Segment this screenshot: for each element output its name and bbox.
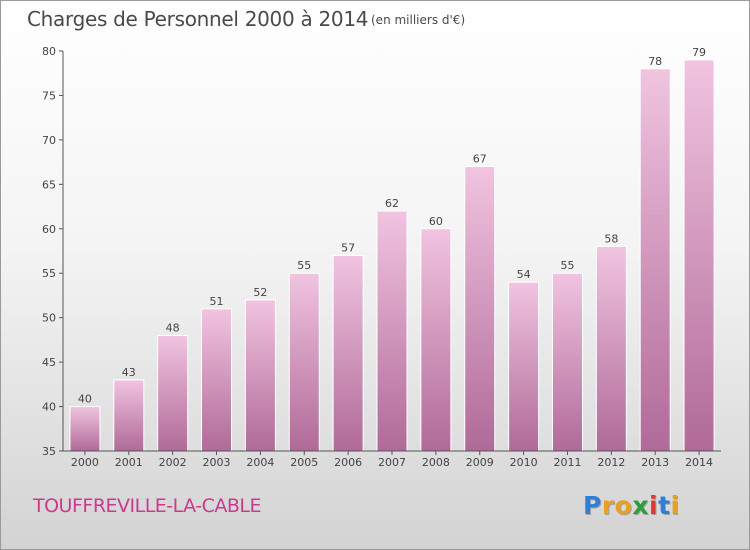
- value-label-2007: 62: [385, 197, 399, 210]
- x-tick-label-2009: 2009: [466, 456, 494, 469]
- bar-2010: [508, 281, 540, 452]
- axes-group: [59, 50, 721, 455]
- logo-letter: i: [670, 491, 680, 520]
- bar-2003: [201, 308, 233, 452]
- value-label-2013: 78: [648, 55, 662, 68]
- y-tick-label-55: 55: [42, 267, 56, 280]
- x-tick-label-2013: 2013: [641, 456, 669, 469]
- proxiti-logo[interactable]: Proxiti: [583, 491, 680, 520]
- logo-letter: r: [601, 491, 615, 520]
- y-tick-label-70: 70: [42, 134, 56, 147]
- value-label-2006: 57: [341, 241, 355, 254]
- x-tick-label-2002: 2002: [159, 456, 187, 469]
- bar-2013: [639, 68, 671, 452]
- bar-2008: [420, 228, 452, 452]
- bars-group: [69, 59, 715, 452]
- value-label-2002: 48: [166, 321, 180, 334]
- logo-letter: P: [583, 491, 602, 520]
- value-label-2004: 52: [253, 286, 267, 299]
- y-tick-label-80: 80: [42, 45, 56, 58]
- bar-2012: [595, 246, 627, 452]
- value-label-2012: 58: [604, 233, 618, 246]
- chart-title: Charges de Personnel 2000 à 2014: [27, 7, 369, 31]
- x-tick-label-2004: 2004: [246, 456, 274, 469]
- value-label-2008: 60: [429, 215, 443, 228]
- value-label-2003: 51: [210, 295, 224, 308]
- x-tick-label-2008: 2008: [422, 456, 450, 469]
- y-tick-label-50: 50: [42, 312, 56, 325]
- value-label-2001: 43: [122, 366, 136, 379]
- x-tick-label-2012: 2012: [597, 456, 625, 469]
- bar-2004: [244, 299, 276, 452]
- x-tick-label-2011: 2011: [553, 456, 581, 469]
- bar-2014: [683, 59, 715, 452]
- value-label-2000: 40: [78, 393, 92, 406]
- bar-2000: [69, 406, 101, 452]
- bar-2006: [332, 254, 364, 452]
- value-label-2014: 79: [692, 46, 706, 59]
- y-tick-label-45: 45: [42, 356, 56, 369]
- logo-letter: t: [658, 491, 671, 520]
- bar-2007: [376, 210, 408, 452]
- logo-letter: i: [649, 491, 659, 520]
- bar-2002: [157, 334, 189, 452]
- x-tick-label-2003: 2003: [203, 456, 231, 469]
- logo-letter: x: [632, 491, 649, 520]
- x-tick-label-2000: 2000: [71, 456, 99, 469]
- x-tick-label-2006: 2006: [334, 456, 362, 469]
- bar-2011: [551, 272, 583, 452]
- y-tick-label-75: 75: [42, 89, 56, 102]
- labels-group: 40 2000 43 2001 48 2002 51 2003 52 2004 55 2005 57 20…: [42, 45, 713, 469]
- chart-subtitle: (en milliers d'€): [371, 13, 466, 27]
- x-tick-label-2007: 2007: [378, 456, 406, 469]
- commune-name: TOUFFREVILLE-LA-CABLE: [33, 495, 262, 517]
- bar-2001: [113, 379, 145, 452]
- y-tick-label-35: 35: [42, 445, 56, 458]
- x-tick-label-2014: 2014: [685, 456, 713, 469]
- value-label-2005: 55: [297, 259, 311, 272]
- value-label-2010: 54: [517, 268, 531, 281]
- y-tick-label-60: 60: [42, 223, 56, 236]
- bar-2005: [288, 272, 320, 452]
- y-tick-label-65: 65: [42, 178, 56, 191]
- y-tick-label-40: 40: [42, 401, 56, 414]
- value-label-2011: 55: [560, 259, 574, 272]
- logo-letter: o: [614, 491, 633, 520]
- x-tick-label-2005: 2005: [290, 456, 318, 469]
- x-tick-label-2010: 2010: [510, 456, 538, 469]
- bar-2009: [464, 166, 496, 452]
- x-tick-label-2001: 2001: [115, 456, 143, 469]
- value-label-2009: 67: [473, 153, 487, 166]
